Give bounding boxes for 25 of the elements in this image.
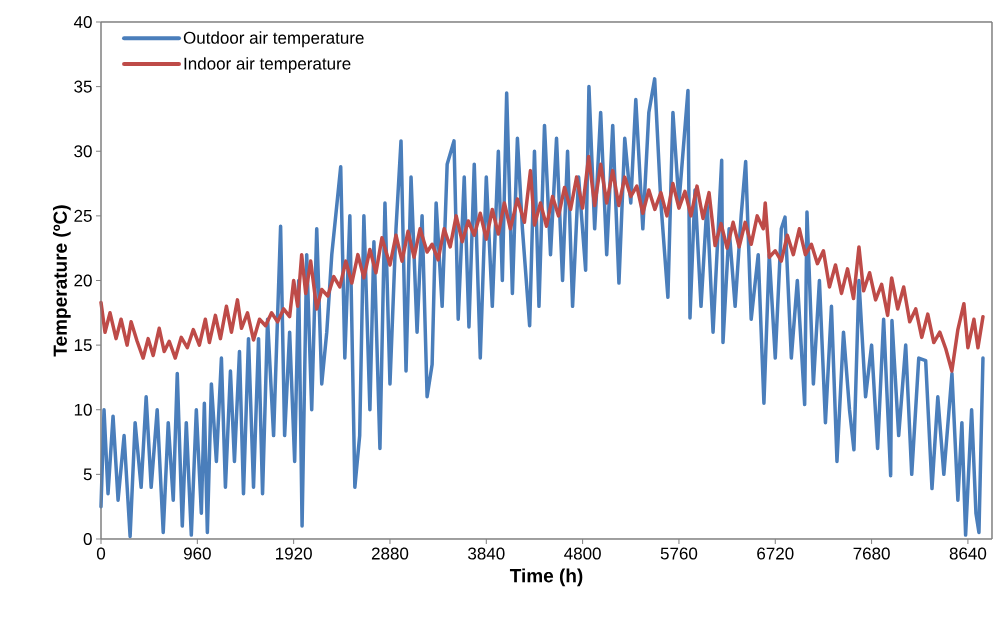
line-series [99,77,985,539]
y-tick-label: 35 [74,80,92,93]
y-tick-label: 25 [74,209,92,222]
x-tick-label: 8640 [949,547,987,560]
line-series [99,154,985,373]
y-tick-label: 5 [83,468,92,481]
x-tick-label: 6720 [757,547,794,560]
x-tick-label: 5760 [660,547,698,560]
x-tick-label: 1920 [276,547,312,560]
legend-label: Outdoor air temperature [183,31,364,48]
x-tick-label: 4800 [564,547,601,560]
x-axis-title: Time (h) [509,568,583,587]
x-tick-label: 3840 [468,547,505,560]
y-tick-label: 10 [74,403,92,416]
legend-label: Indoor air temperature [184,57,351,74]
y-tick-label: 0 [83,532,92,546]
x-tick-label: 0 [96,547,106,560]
x-tick-label: 2880 [371,547,409,560]
y-tick-label: 15 [74,339,92,352]
x-tick-label: 960 [183,547,211,560]
x-tick-label: 7680 [853,547,890,560]
y-tick-label: 40 [73,15,92,29]
y-tick-label: 20 [74,274,92,287]
y-axis-title: Temperature (ºC) [52,205,71,357]
y-tick-label: 30 [74,145,92,158]
